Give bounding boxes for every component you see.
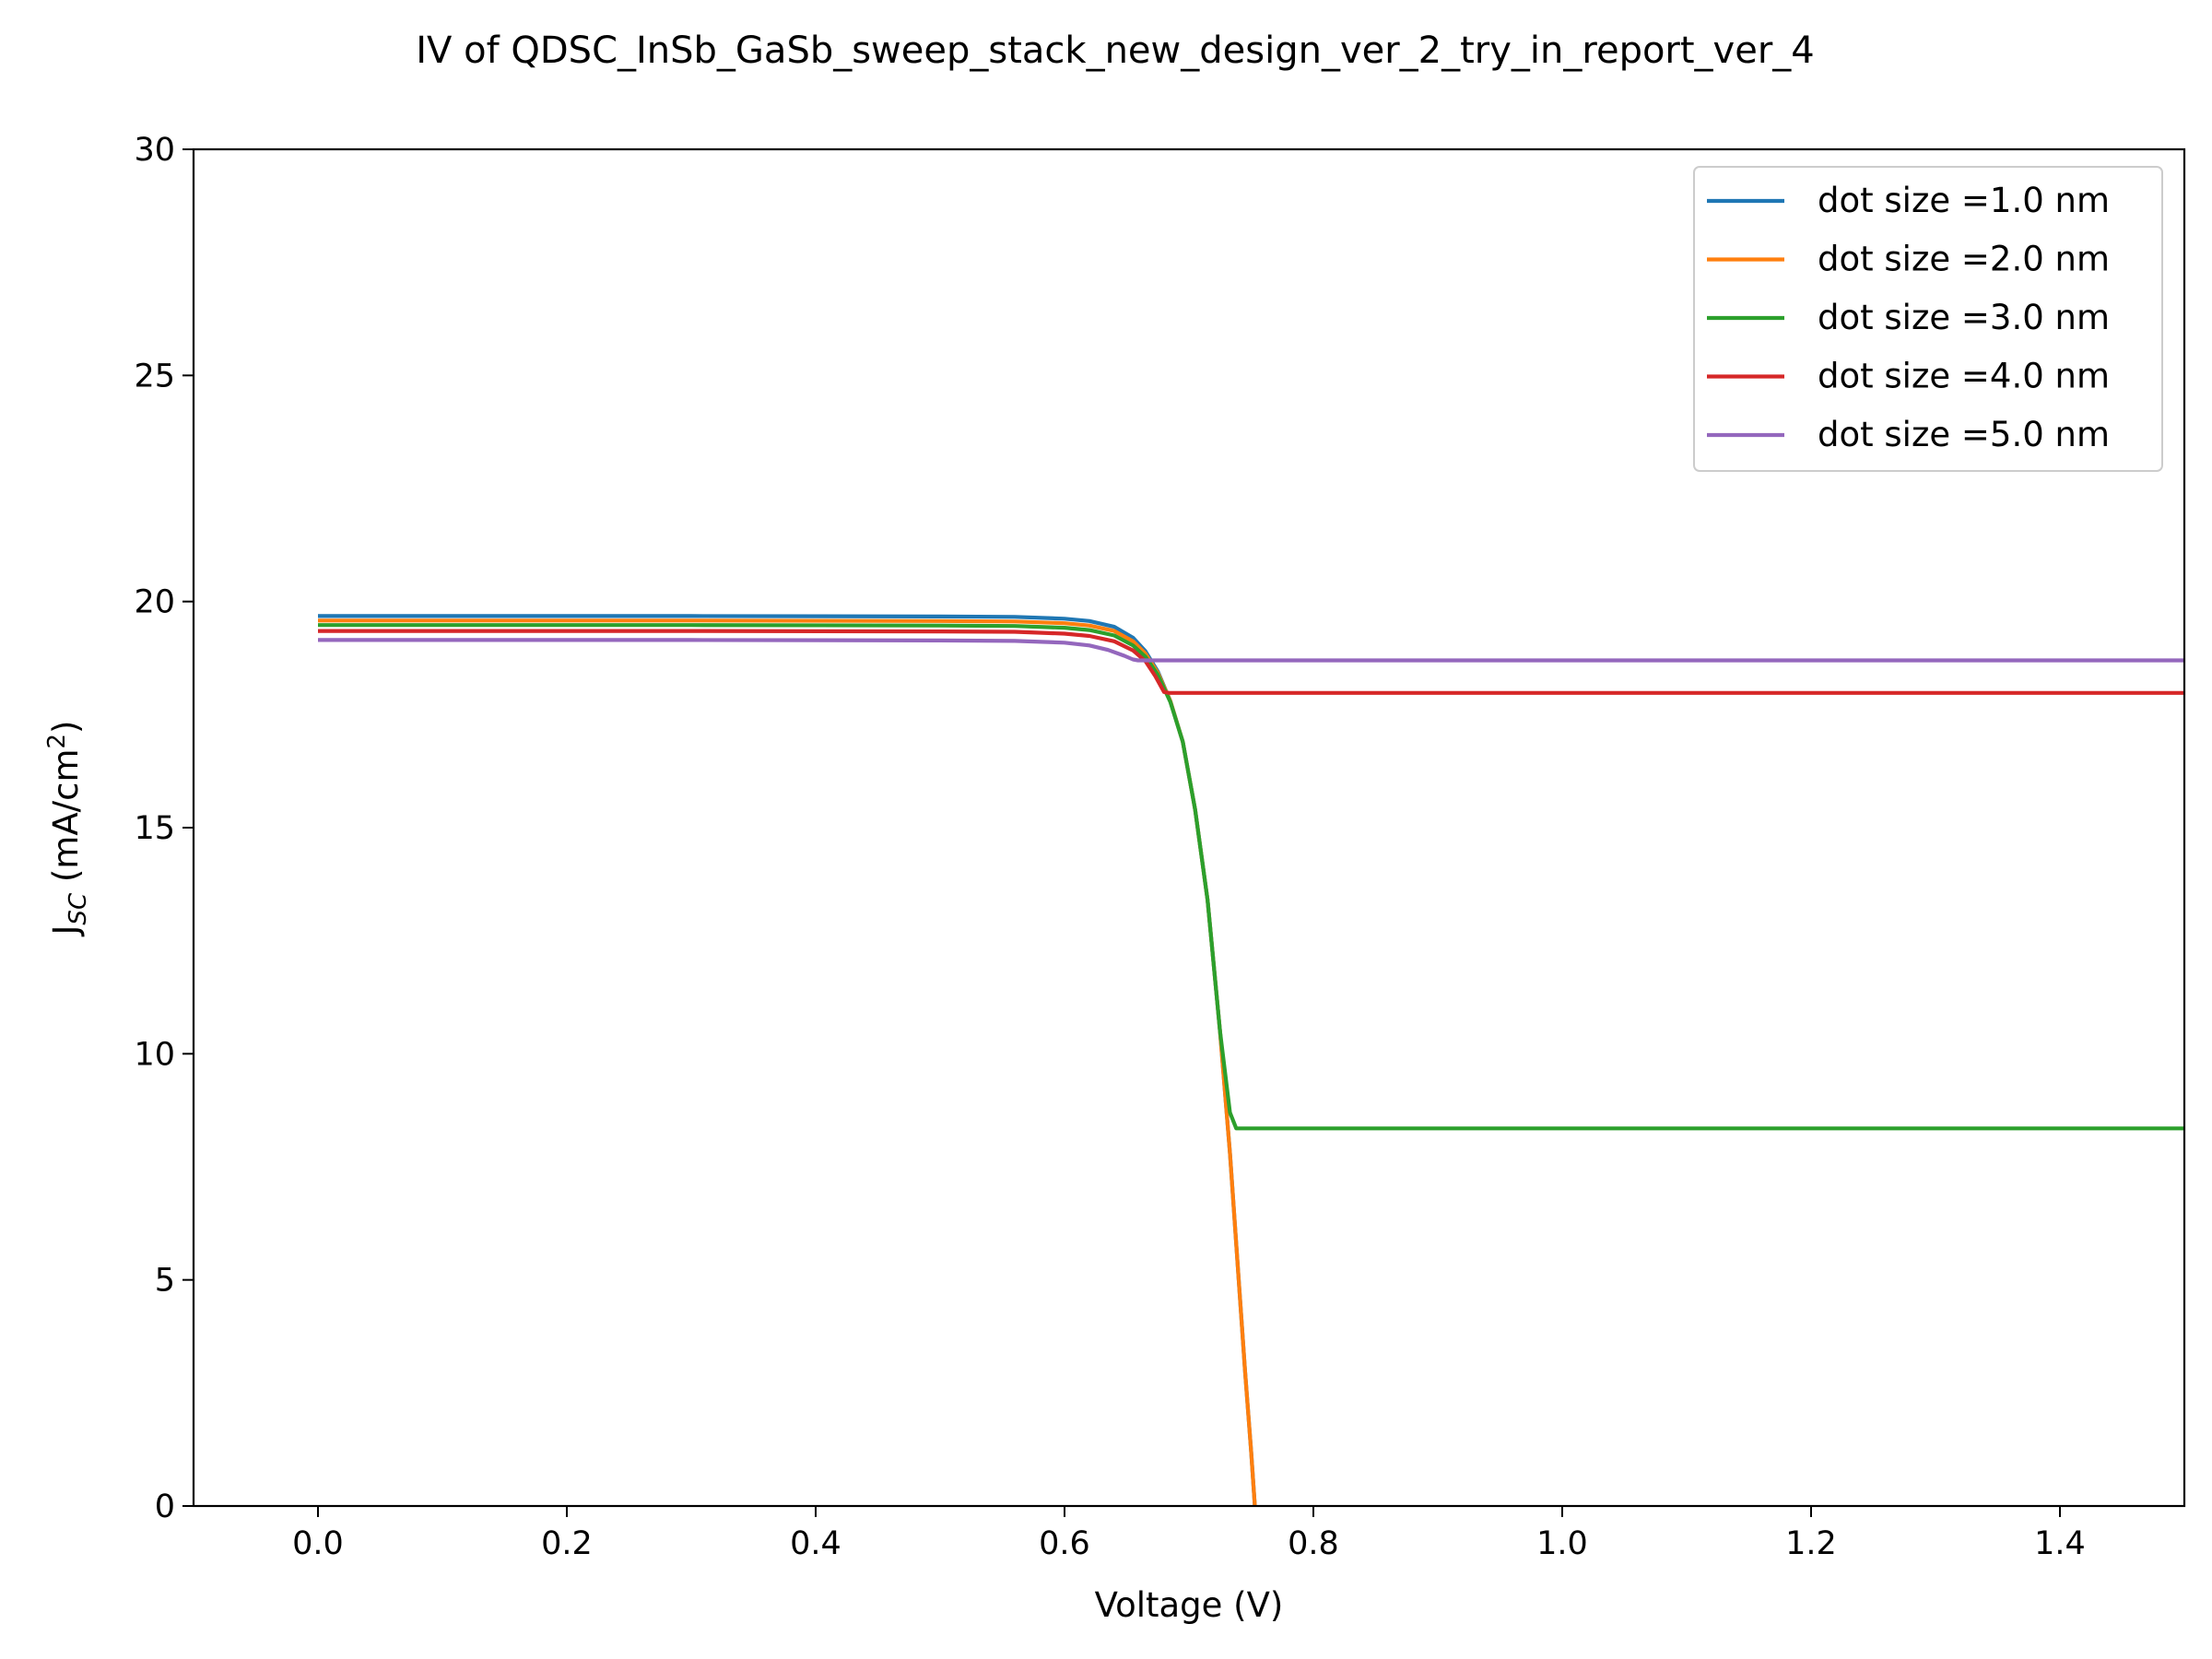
legend-label-5: dot size =5.0 nm	[1818, 415, 2110, 454]
x-tick-label: 1.2	[1785, 1525, 1837, 1562]
y-tick-label: 5	[155, 1263, 175, 1300]
series-group	[318, 614, 2184, 1506]
series-line-4	[318, 629, 2184, 695]
y-axis-label: JSC (mA/cm2)	[43, 721, 92, 937]
y-tick-label: 0	[155, 1488, 175, 1525]
legend-label-2: dot size =2.0 nm	[1818, 240, 2110, 279]
x-tick-label: 0.4	[790, 1525, 841, 1562]
y-axis-label-main: J	[46, 925, 86, 937]
y-tick-label: 25	[134, 358, 175, 394]
series-line-3	[318, 623, 2184, 1131]
x-axis-label: Voltage (V)	[1095, 1585, 1284, 1625]
y-tick-label: 30	[134, 132, 175, 169]
x-tick-label: 0.0	[292, 1525, 344, 1562]
y-tick-label: 10	[134, 1036, 175, 1073]
x-tick-label: 0.8	[1288, 1525, 1339, 1562]
x-axis-ticks: 0.0 0.2 0.4 0.6 0.8 1.0 1.2 1.4	[292, 1506, 2086, 1562]
y-axis-ticks: 0 5 10 15 20 25 30	[134, 132, 194, 1525]
y-axis-label-superscript: 2	[43, 734, 71, 749]
legend-label-1: dot size =1.0 nm	[1818, 181, 2110, 220]
series-line-5	[318, 638, 2184, 663]
y-axis-label-subscript: SC	[65, 892, 92, 925]
x-tick-label: 0.2	[541, 1525, 593, 1562]
y-tick-label: 15	[134, 810, 175, 847]
x-tick-label: 1.0	[1536, 1525, 1588, 1562]
y-axis-label-units: (mA/cm	[46, 748, 86, 892]
y-axis-label-close: )	[46, 721, 86, 734]
x-tick-label: 1.4	[2034, 1525, 2086, 1562]
legend-label-3: dot size =3.0 nm	[1818, 298, 2110, 337]
x-tick-label: 0.6	[1039, 1525, 1090, 1562]
chart-title: IV of QDSC_InSb_GaSb_sweep_stack_new_des…	[416, 29, 1814, 72]
legend-box	[1693, 166, 2163, 472]
legend-label-4: dot size =4.0 nm	[1818, 357, 2110, 396]
y-tick-label: 20	[134, 584, 175, 621]
legend: dot size =1.0 nm dot size =2.0 nm dot size…	[1693, 166, 2163, 472]
